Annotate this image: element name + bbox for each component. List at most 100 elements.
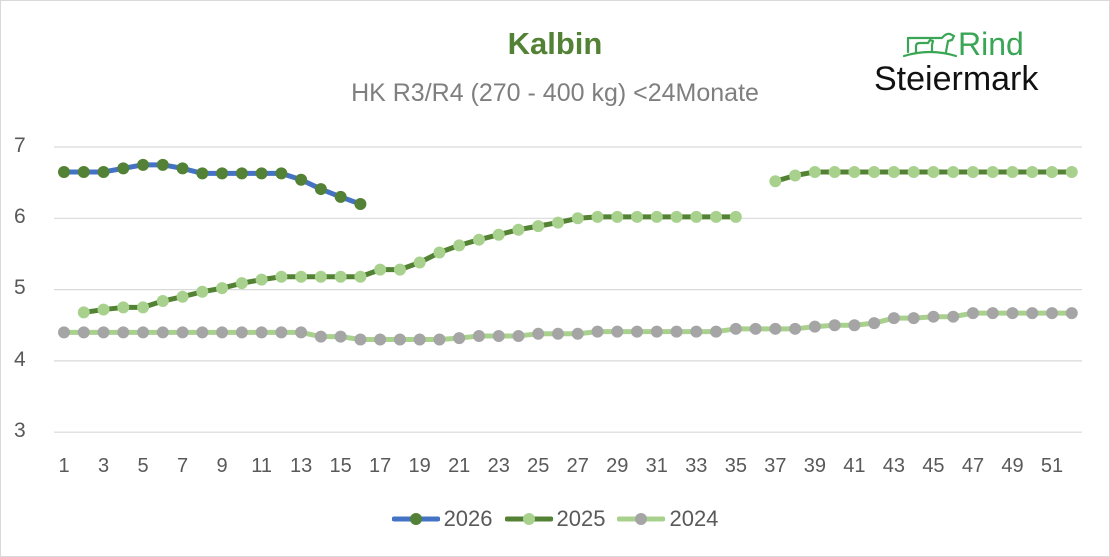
data-point[interactable] [887, 165, 900, 178]
data-point[interactable] [611, 325, 624, 338]
data-point[interactable] [255, 273, 268, 286]
data-point[interactable] [769, 322, 782, 335]
data-point[interactable] [631, 210, 644, 223]
data-point[interactable] [77, 326, 90, 339]
data-point[interactable] [868, 165, 881, 178]
data-point[interactable] [216, 282, 229, 295]
data-point[interactable] [255, 326, 268, 339]
data-point[interactable] [532, 220, 545, 233]
data-point[interactable] [650, 210, 663, 223]
data-point[interactable] [1026, 307, 1039, 320]
data-point[interactable] [1026, 165, 1039, 178]
data-point[interactable] [947, 310, 960, 323]
data-point[interactable] [729, 322, 742, 335]
data-point[interactable] [235, 326, 248, 339]
data-point[interactable] [453, 332, 466, 345]
data-point[interactable] [413, 333, 426, 346]
data-point[interactable] [571, 327, 584, 340]
data-point[interactable] [670, 325, 683, 338]
data-point[interactable] [275, 326, 288, 339]
data-point[interactable] [77, 306, 90, 319]
data-point[interactable] [1065, 165, 1078, 178]
data-point[interactable] [374, 333, 387, 346]
data-point[interactable] [828, 165, 841, 178]
data-point[interactable] [492, 228, 505, 241]
legend-item-2024[interactable]: 2024 [617, 506, 718, 532]
data-point[interactable] [97, 165, 110, 178]
data-point[interactable] [117, 162, 130, 175]
data-point[interactable] [631, 325, 644, 338]
data-point[interactable] [472, 329, 485, 342]
data-point[interactable] [235, 167, 248, 180]
data-point[interactable] [156, 295, 169, 308]
data-point[interactable] [947, 165, 960, 178]
data-point[interactable] [453, 239, 466, 252]
data-point[interactable] [789, 169, 802, 182]
data-point[interactable] [117, 301, 130, 314]
data-point[interactable] [374, 263, 387, 276]
data-point[interactable] [611, 210, 624, 223]
data-point[interactable] [77, 165, 90, 178]
data-point[interactable] [393, 333, 406, 346]
data-point[interactable] [828, 319, 841, 332]
data-point[interactable] [413, 256, 426, 269]
data-point[interactable] [710, 210, 723, 223]
data-point[interactable] [334, 190, 347, 203]
data-point[interactable] [1006, 307, 1019, 320]
data-point[interactable] [196, 285, 209, 298]
data-point[interactable] [137, 301, 150, 314]
data-point[interactable] [97, 326, 110, 339]
data-point[interactable] [1046, 307, 1058, 320]
data-point[interactable] [156, 326, 169, 339]
data-point[interactable] [690, 325, 703, 338]
data-point[interactable] [868, 317, 881, 330]
data-point[interactable] [354, 270, 367, 283]
data-point[interactable] [670, 210, 683, 223]
data-point[interactable] [216, 326, 229, 339]
data-point[interactable] [512, 223, 525, 236]
data-point[interactable] [295, 173, 308, 186]
data-point[interactable] [176, 162, 189, 175]
data-point[interactable] [986, 307, 999, 320]
data-point[interactable] [196, 167, 209, 180]
data-point[interactable] [354, 198, 367, 211]
data-point[interactable] [887, 312, 900, 325]
data-point[interactable] [986, 165, 999, 178]
data-point[interactable] [769, 175, 782, 188]
data-point[interactable] [927, 165, 940, 178]
legend-item-2026[interactable]: 2026 [391, 506, 493, 532]
data-point[interactable] [966, 307, 979, 320]
data-point[interactable] [58, 326, 70, 339]
data-point[interactable] [907, 165, 920, 178]
data-point[interactable] [532, 327, 545, 340]
data-point[interactable] [295, 270, 308, 283]
data-point[interactable] [156, 158, 169, 171]
data-point[interactable] [591, 325, 604, 338]
data-point[interactable] [137, 326, 150, 339]
data-point[interactable] [354, 333, 367, 346]
data-point[interactable] [571, 212, 584, 225]
data-point[interactable] [1046, 165, 1058, 178]
data-point[interactable] [848, 165, 861, 178]
legend-item-2025[interactable]: 2025 [504, 506, 605, 532]
data-point[interactable] [433, 246, 446, 259]
data-point[interactable] [58, 165, 70, 178]
data-point[interactable] [749, 322, 762, 335]
data-point[interactable] [1065, 307, 1078, 320]
data-point[interactable] [927, 310, 940, 323]
data-point[interactable] [552, 216, 564, 229]
data-point[interactable] [729, 210, 742, 223]
data-point[interactable] [137, 158, 150, 171]
data-point[interactable] [808, 165, 821, 178]
data-point[interactable] [314, 183, 327, 196]
data-point[interactable] [176, 326, 189, 339]
data-point[interactable] [196, 326, 209, 339]
data-point[interactable] [255, 167, 268, 180]
data-point[interactable] [97, 303, 110, 316]
data-point[interactable] [789, 322, 802, 335]
data-point[interactable] [176, 290, 189, 303]
data-point[interactable] [216, 167, 229, 180]
data-point[interactable] [334, 270, 347, 283]
data-point[interactable] [472, 233, 485, 246]
data-point[interactable] [314, 330, 327, 343]
